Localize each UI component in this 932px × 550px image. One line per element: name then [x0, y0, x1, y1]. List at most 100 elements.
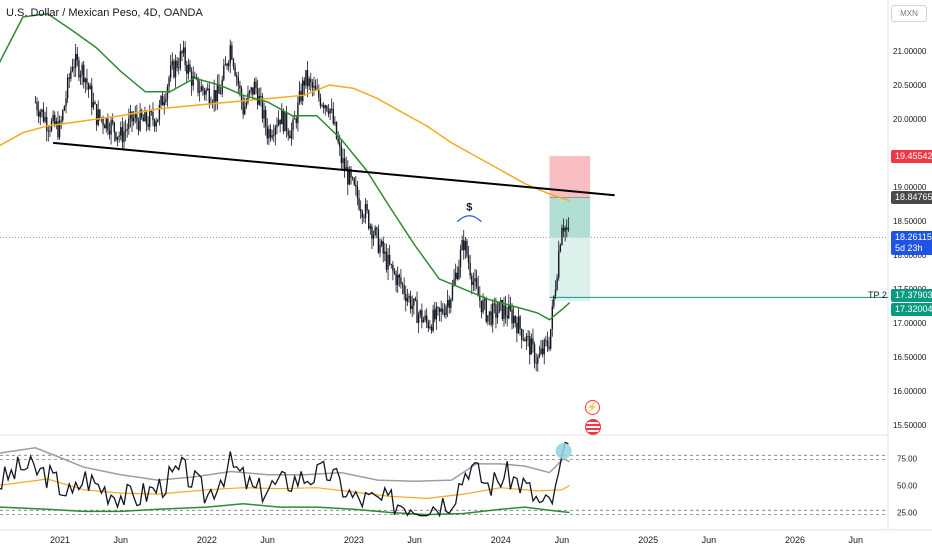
entry-price-tag: 18.84765: [891, 191, 932, 205]
candle-body: [425, 315, 428, 323]
candle-body: [264, 109, 267, 127]
stop-price-tag: 19.45542: [891, 150, 932, 164]
candle-body: [400, 277, 402, 284]
candle-body: [277, 119, 280, 126]
candle-body: [488, 311, 491, 316]
candle-body: [189, 64, 191, 72]
y-tick-label: 20.00000: [893, 115, 927, 124]
ma-fast-line: [0, 12, 571, 321]
candle-body: [384, 251, 386, 254]
candle-body: [429, 326, 431, 329]
candle-body: [475, 278, 478, 287]
osc-mid-band: [0, 478, 570, 500]
candle-body: [62, 110, 64, 121]
candle-body: [327, 110, 330, 114]
candle-body: [200, 86, 202, 92]
candle-body: [116, 136, 119, 140]
candle-body: [87, 83, 90, 90]
candle-body: [466, 241, 468, 256]
current-price-tag: 18.26115 5d 23h: [891, 231, 932, 256]
candle-body: [483, 299, 486, 301]
candle-body: [169, 65, 172, 78]
candle-body: [458, 267, 460, 280]
candle-body: [421, 310, 423, 323]
candle-body: [261, 96, 264, 119]
candle-body: [231, 45, 233, 60]
candle-body: [372, 234, 375, 239]
candle-body: [469, 262, 471, 276]
candle-body: [121, 127, 124, 143]
candle-body: [514, 315, 516, 323]
candle-body: [492, 303, 494, 325]
x-tick-label: 2021: [50, 535, 70, 545]
candle-body: [416, 300, 418, 323]
candle-body: [107, 118, 109, 131]
candle-body: [482, 300, 484, 313]
candle-body: [553, 295, 555, 307]
candle-body: [63, 106, 66, 111]
candle-body: [472, 281, 475, 285]
candle-body: [306, 70, 309, 87]
candle-body: [91, 85, 93, 108]
osc-lower-band: [0, 503, 570, 516]
candle-body: [195, 77, 198, 79]
candle-body: [302, 80, 304, 102]
candle-body: [517, 316, 520, 334]
candle-body: [250, 87, 252, 92]
candle-body: [281, 110, 283, 125]
candle-body: [155, 121, 157, 127]
candle-body: [364, 204, 367, 218]
candle-body: [92, 102, 95, 108]
candle-body: [506, 315, 508, 319]
candle-body: [86, 78, 88, 84]
candle-body: [237, 77, 240, 85]
candle-body: [558, 251, 560, 278]
y-tick-label: 16.00000: [893, 387, 927, 396]
candle-body: [73, 66, 75, 68]
y-tick-label: 18.00000: [893, 251, 927, 260]
candle-body: [414, 298, 417, 301]
candle-body: [197, 77, 199, 93]
candle-body: [271, 135, 273, 138]
candle-body: [359, 209, 362, 212]
dollar-arc: [456, 215, 482, 223]
candle-body: [171, 61, 173, 66]
candle-body: [454, 272, 457, 280]
y-tick-label: 19.00000: [893, 183, 927, 192]
candle-body: [495, 304, 497, 318]
mexico-flag-icon[interactable]: [585, 419, 601, 435]
candle-body: [158, 104, 161, 120]
candle-body: [293, 118, 296, 120]
y-tick-label: 21.00000: [893, 47, 927, 56]
candle-body: [132, 118, 135, 122]
candle-body: [445, 306, 447, 316]
candle-body: [533, 344, 536, 363]
lightning-icon[interactable]: ⚡: [585, 400, 600, 415]
candle-body: [311, 82, 314, 88]
candle-body: [235, 75, 238, 78]
candle-body: [358, 198, 360, 210]
candle-body: [34, 102, 37, 103]
candle-body: [535, 362, 537, 364]
candle-body: [79, 74, 82, 78]
candle-body: [314, 85, 317, 90]
candle-body: [176, 60, 178, 68]
candle-body: [395, 273, 397, 286]
candle-body: [45, 117, 48, 131]
currency-badge[interactable]: MXN: [891, 5, 927, 22]
candle-body: [508, 304, 510, 319]
overlay-lines: $: [0, 12, 615, 321]
candle-body: [194, 76, 196, 78]
candle-body: [103, 125, 106, 129]
candle-body: [198, 91, 201, 93]
candle-body: [520, 329, 523, 340]
candle-body: [150, 111, 153, 112]
candle-body: [65, 98, 67, 107]
candle-body: [326, 105, 328, 111]
candle-body: [182, 47, 185, 54]
candle-body: [376, 227, 378, 230]
candle-body: [147, 124, 149, 127]
candle-body: [192, 76, 194, 86]
y-tick-label: 16.50000: [893, 353, 927, 362]
